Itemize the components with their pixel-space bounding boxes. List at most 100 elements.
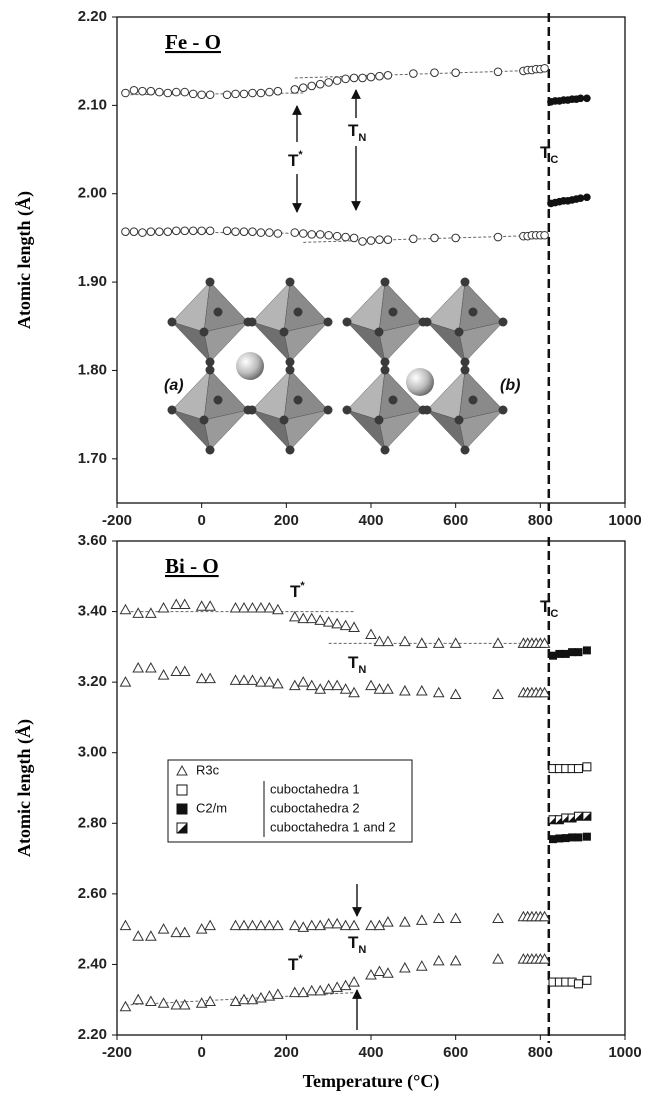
point-half — [582, 812, 591, 821]
point — [297, 676, 310, 687]
point — [315, 230, 325, 239]
point — [538, 686, 551, 698]
point — [298, 229, 308, 238]
octahedron — [167, 277, 253, 367]
point — [538, 910, 551, 922]
point — [204, 919, 216, 931]
y-axis-label: Atomic length (Å) — [14, 191, 35, 329]
point — [314, 984, 327, 996]
point — [307, 230, 317, 239]
point — [246, 993, 259, 1005]
point — [238, 674, 250, 685]
annotation: T* — [288, 149, 303, 170]
point — [145, 995, 157, 1006]
point — [265, 87, 274, 97]
point — [263, 990, 276, 1001]
point — [365, 679, 377, 691]
point — [492, 688, 504, 699]
x-tick-label: 800 — [528, 1044, 553, 1061]
point — [339, 919, 352, 931]
point — [322, 983, 335, 994]
point — [298, 83, 308, 92]
point — [263, 676, 276, 687]
point — [382, 635, 394, 647]
point — [348, 919, 360, 931]
point — [449, 912, 462, 924]
point — [573, 764, 583, 774]
point — [341, 74, 350, 84]
point — [331, 679, 343, 691]
point — [239, 89, 249, 99]
point — [451, 233, 460, 243]
point — [132, 930, 145, 941]
point — [415, 637, 428, 648]
y-axis-label: Atomic length (Å) — [14, 719, 35, 857]
point — [365, 919, 377, 931]
point — [238, 602, 250, 613]
point — [492, 912, 504, 924]
point — [305, 984, 318, 996]
ann-sub: C — [550, 608, 558, 620]
point — [561, 834, 570, 843]
x-tick-label: 400 — [358, 1044, 383, 1061]
point — [178, 998, 191, 1010]
point — [582, 762, 592, 772]
point-half — [574, 812, 583, 821]
y-tick-label: 2.20 — [78, 8, 107, 25]
point — [305, 612, 318, 624]
annotation: T* — [288, 953, 303, 974]
point — [178, 926, 191, 938]
ann-text: T — [348, 933, 359, 952]
point — [163, 227, 173, 237]
label-b: (b) — [500, 377, 520, 394]
fit-line — [294, 69, 545, 79]
point — [430, 68, 439, 77]
point — [155, 227, 164, 237]
point — [157, 923, 170, 934]
x-tick-label: -200 — [102, 1044, 132, 1061]
point — [229, 674, 242, 685]
point — [145, 607, 157, 618]
point — [358, 237, 367, 246]
x-tick-label: 800 — [528, 512, 553, 529]
point — [195, 997, 208, 1008]
point — [373, 919, 386, 931]
point — [256, 228, 266, 237]
point — [365, 628, 377, 640]
point — [339, 979, 352, 991]
point — [573, 979, 583, 989]
point — [307, 81, 317, 91]
point — [582, 646, 591, 655]
annotation: T* — [290, 580, 305, 601]
y-tick-label: 1.90 — [78, 273, 107, 290]
point — [449, 954, 462, 966]
point — [197, 226, 206, 236]
legend-box — [167, 759, 413, 843]
point — [332, 76, 342, 85]
point — [348, 686, 360, 698]
ann-sub: N — [358, 664, 366, 676]
point — [255, 676, 267, 687]
annotation: TN — [348, 933, 366, 956]
point — [349, 73, 359, 83]
point — [170, 598, 183, 610]
point — [248, 227, 257, 237]
point — [561, 649, 570, 658]
point — [555, 834, 564, 843]
point — [574, 648, 583, 657]
point — [288, 610, 301, 622]
point — [540, 63, 549, 73]
point — [399, 635, 411, 647]
point — [263, 602, 276, 613]
point — [178, 665, 191, 677]
legend-marker — [176, 803, 188, 815]
point — [157, 997, 170, 1008]
y-tick-label: 3.40 — [78, 603, 107, 620]
legend: R3c C2/m cuboctahedra 1 cuboctahedra 2 c… — [167, 759, 413, 843]
legend-group-label: C2/m — [196, 800, 227, 815]
point — [373, 965, 386, 976]
point — [119, 603, 132, 615]
point — [331, 917, 343, 929]
annotation: TN — [348, 653, 366, 676]
point — [366, 236, 376, 245]
